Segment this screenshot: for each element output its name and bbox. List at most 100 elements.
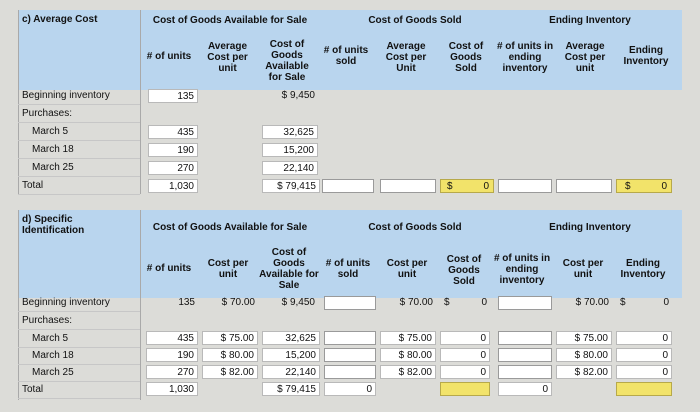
part-d-units-sold-input[interactable] bbox=[324, 348, 376, 362]
part-d-units-sold-total: 0 bbox=[324, 382, 376, 396]
part-d-divider bbox=[18, 210, 19, 400]
part-d-units-cell: 270 bbox=[146, 365, 198, 379]
part-d-col-cost-per-unit-end: Cost per unit bbox=[562, 258, 604, 280]
part-c-col-units-sold: # of units sold bbox=[323, 45, 369, 67]
part-c-units-cell: 270 bbox=[148, 161, 198, 175]
part-d-ending-cell: $ 0 bbox=[616, 296, 672, 310]
part-d-col-cost-per-unit: Cost per unit bbox=[207, 258, 249, 280]
part-d-cpu-end-cell: $ 75.00 bbox=[556, 331, 612, 345]
part-d-cogafs-cell: 22,140 bbox=[262, 365, 320, 379]
part-c-row-label: Total bbox=[18, 178, 140, 195]
part-d-cpu-cell: $ 75.00 bbox=[202, 331, 258, 345]
part-c-cogafs-cell: 15,200 bbox=[262, 143, 318, 157]
part-c-avg-cost-end-input[interactable] bbox=[556, 179, 612, 193]
part-d-row-label: Beginning inventory bbox=[18, 295, 140, 312]
part-d-divider bbox=[140, 210, 141, 400]
part-c-row-label: Beginning inventory bbox=[18, 88, 140, 105]
part-c-row-label: March 5 bbox=[18, 124, 140, 141]
part-d-units-sold-input[interactable] bbox=[324, 331, 376, 345]
part-d-cpu-end-cell: $ 82.00 bbox=[556, 365, 612, 379]
part-c-cogs-total: $ 0 bbox=[440, 179, 494, 193]
part-c-units-cell: 1,030 bbox=[148, 179, 198, 193]
part-d-ending-total bbox=[616, 382, 672, 396]
part-c-cogafs-cell: $ 79,415 bbox=[262, 179, 320, 193]
part-d-units-cell: 135 bbox=[178, 297, 195, 308]
part-d-col-cogafs: Cost of Goods Available for Sale bbox=[259, 247, 319, 291]
part-d-units-cell: 1,030 bbox=[146, 382, 198, 396]
part-d-units-cell: 190 bbox=[146, 348, 198, 362]
part-d-row-label: Total bbox=[18, 382, 140, 399]
part-d-cogs-symbol: $ bbox=[444, 297, 450, 308]
part-d-cogs-cell: 0 bbox=[440, 365, 490, 379]
part-d-cpu-cell: $ 80.00 bbox=[202, 348, 258, 362]
part-c-group-available: Cost of Goods Available for Sale bbox=[152, 14, 308, 26]
part-d-ending-symbol: $ bbox=[620, 297, 626, 308]
part-d-ending-value: 0 bbox=[663, 297, 669, 308]
part-d-ending-cell: 0 bbox=[616, 331, 672, 345]
part-c-units-cell: 435 bbox=[148, 125, 198, 139]
part-c-cogafs-cell: $ 9,450 bbox=[281, 90, 315, 101]
part-c-divider bbox=[18, 10, 19, 194]
part-c-cogafs-cell: 32,625 bbox=[262, 125, 318, 139]
part-d-cpu-sold-cell: $ 82.00 bbox=[380, 365, 436, 379]
part-d-cpu-cell: $ 82.00 bbox=[202, 365, 258, 379]
part-c-col-avg-cost: Average Cost per unit bbox=[207, 40, 248, 74]
part-d-units-end-input[interactable] bbox=[498, 331, 552, 345]
part-d-cogs-cell: 0 bbox=[440, 348, 490, 362]
part-d-cpu-sold-cell: $ 70.00 bbox=[399, 297, 433, 308]
part-d-ending-cell: 0 bbox=[616, 348, 672, 362]
part-c-cogs-symbol: $ bbox=[447, 181, 453, 192]
part-c-ending-total: $ 0 bbox=[616, 179, 672, 193]
part-c-col-ending-inv: Ending Inventory bbox=[623, 45, 669, 67]
part-c-col-units-end: # of units in ending inventory bbox=[496, 40, 554, 74]
part-d-cogafs-cell: $ 79,415 bbox=[262, 382, 320, 396]
part-d-group-available: Cost of Goods Available for Sale bbox=[152, 221, 308, 233]
part-d-units-end-total: 0 bbox=[498, 382, 552, 396]
part-d-col-units: # of units bbox=[146, 262, 192, 274]
part-c-col-avg-cost-end: Average Cost per unit bbox=[564, 40, 606, 74]
part-d-group-sold: Cost of Goods Sold bbox=[368, 221, 462, 233]
part-c-col-units: # of units bbox=[146, 50, 192, 62]
part-c-cogafs-cell: 22,140 bbox=[262, 161, 318, 175]
part-d-col-units-sold: # of units sold bbox=[325, 258, 371, 280]
part-c-group-sold: Cost of Goods Sold bbox=[368, 14, 462, 26]
part-d-units-sold-input[interactable] bbox=[324, 365, 376, 379]
part-d-cpu-end-cell: $ 80.00 bbox=[556, 348, 612, 362]
part-d-col-cogs: Cost of Goods Sold bbox=[446, 253, 482, 287]
part-d-units-sold-input[interactable] bbox=[324, 296, 376, 310]
part-d-col-cost-per-unit-sold: Cost per unit bbox=[386, 258, 428, 280]
part-d-cpu-sold-cell: $ 75.00 bbox=[380, 331, 436, 345]
part-d-ending-cell: 0 bbox=[616, 365, 672, 379]
part-c-cogs-value: 0 bbox=[483, 181, 489, 192]
part-d-cogs-cell: 0 bbox=[440, 331, 490, 345]
part-d-section-label: d) Specific Identification bbox=[22, 214, 85, 236]
part-d-group-ending: Ending Inventory bbox=[549, 221, 631, 233]
part-c-units-sold-input[interactable] bbox=[322, 179, 374, 193]
part-d-units-end-input[interactable] bbox=[498, 365, 552, 379]
part-c-row-label: Purchases: bbox=[18, 106, 140, 123]
part-c-units-end-input[interactable] bbox=[498, 179, 552, 193]
part-d-units-end-input[interactable] bbox=[498, 348, 552, 362]
part-d-cogafs-cell: 32,625 bbox=[262, 331, 320, 345]
part-d-cogafs-cell: 15,200 bbox=[262, 348, 320, 362]
part-d-cpu-end-cell: $ 70.00 bbox=[575, 297, 609, 308]
part-c-col-cogs: Cost of Goods Sold bbox=[448, 40, 484, 74]
part-d-cpu-sold-cell: $ 80.00 bbox=[380, 348, 436, 362]
part-d-units-cell: 435 bbox=[146, 331, 198, 345]
part-d-cogafs-cell: $ 9,450 bbox=[281, 297, 315, 308]
part-c-avg-cost-sold-input[interactable] bbox=[380, 179, 436, 193]
part-c-header-band bbox=[18, 10, 682, 90]
part-c-units-cell: 190 bbox=[148, 143, 198, 157]
part-d-row-label: Purchases: bbox=[18, 313, 140, 330]
part-c-units-cell: 135 bbox=[148, 89, 198, 103]
part-d-row-label: March 18 bbox=[18, 348, 140, 365]
part-d-units-end-input[interactable] bbox=[498, 296, 552, 310]
part-d-cogs-total bbox=[440, 382, 490, 396]
part-c-col-cogafs: Cost of Goods Available for Sale bbox=[265, 39, 309, 83]
part-c-section-label: c) Average Cost bbox=[22, 14, 98, 25]
part-d-cpu-cell: $ 70.00 bbox=[221, 297, 255, 308]
part-d-col-ending-inv: Ending Inventory bbox=[620, 258, 666, 280]
part-c-ending-symbol: $ bbox=[625, 181, 631, 192]
part-d-cogs-cell: $ 0 bbox=[440, 296, 490, 310]
part-c-group-ending: Ending Inventory bbox=[549, 14, 631, 26]
